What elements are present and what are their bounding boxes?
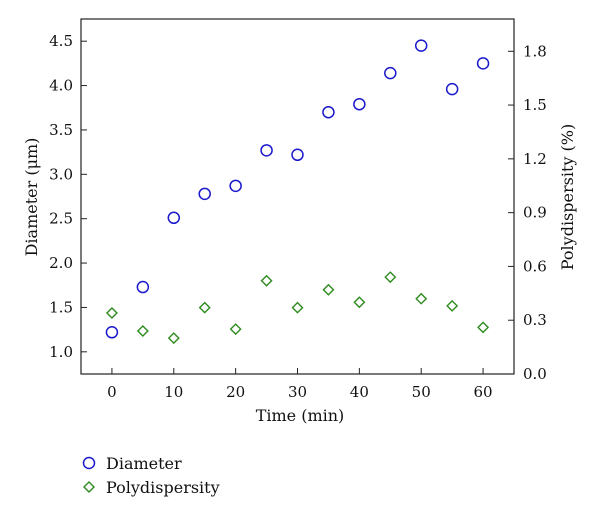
x-tick-label-3: 30 [288,383,307,401]
diameter-point-7 [322,105,335,119]
right-y-tick-label-5: 1.5 [523,96,547,114]
left-y-tick-label-4: 3.0 [49,165,73,183]
right-y-tick-label-0: 0.0 [523,365,547,383]
diameter-point-3 [198,187,211,201]
diameter-point-4 [229,179,242,193]
left-y-tick-label-0: 1.0 [49,343,73,361]
polydispersity-point-7 [322,283,335,296]
polydispersity-point-6 [291,301,304,314]
polydispersity-point-8 [353,296,366,309]
left-y-tick-label-6: 4.0 [49,77,73,95]
polydispersity-point-4 [229,323,242,336]
right-y-axis-ticks: 0.0 0.3 0.6 0.9 1.2 1.5 1.8 [508,42,547,383]
diameter-point-6 [291,148,304,162]
left-y-tick-label-1: 1.5 [49,298,73,316]
x-tick-label-6: 60 [474,383,493,401]
left-y-tick-label-7: 4.5 [49,32,73,50]
legend-polydispersity-marker [83,481,95,493]
data-points [105,39,490,345]
x-tick-label-4: 40 [350,383,369,401]
right-y-tick-label-1: 0.3 [523,311,547,329]
plot-frame [80,18,515,375]
legend: Diameter Polydispersity [82,454,220,497]
right-y-tick-label-3: 0.9 [523,204,547,222]
polydispersity-point-3 [198,301,211,314]
right-y-tick-label-2: 0.6 [523,257,547,275]
polydispersity-point-11 [446,299,459,312]
polydispersity-point-12 [477,321,490,334]
diameter-point-0 [105,326,119,339]
x-tick-label-2: 20 [226,383,245,401]
right-y-tick-label-4: 1.2 [523,150,547,168]
x-tick-label-5: 50 [412,383,431,401]
polydispersity-point-9 [384,271,397,284]
legend-polydispersity-label: Polydispersity [106,478,220,497]
diameter-point-10 [414,39,428,52]
polydispersity-point-0 [105,307,118,320]
diameter-point-5 [260,144,273,157]
right-y-axis-title: Polydispersity (%) [558,124,577,270]
diameter-point-1 [136,280,150,294]
left-y-axis-title: Diameter (μm) [22,138,41,257]
x-axis-ticks: 0 10 20 30 40 50 60 [107,368,493,401]
left-y-tick-label-3: 2.5 [49,210,73,228]
legend-diameter-label: Diameter [106,454,182,473]
diameter-point-9 [384,66,397,80]
diameter-point-11 [445,82,459,96]
diameter-point-8 [353,97,366,111]
diameter-point-2 [167,211,181,225]
x-tick-label-0: 0 [107,383,117,401]
left-y-axis-ticks: 1.0 1.5 2.0 2.5 3.0 3.5 4.0 4.5 [49,32,87,361]
left-y-tick-label-5: 3.5 [49,121,73,139]
right-y-tick-label-6: 1.8 [523,42,547,60]
polydispersity-point-10 [415,292,428,305]
x-tick-label-1: 10 [164,383,183,401]
x-axis-title: Time (min) [256,406,345,425]
polydispersity-point-5 [260,274,273,287]
legend-diameter-marker [82,456,96,470]
polydispersity-point-2 [167,332,180,345]
polydispersity-point-1 [136,324,149,337]
diameter-point-12 [476,57,490,70]
left-y-tick-label-2: 2.0 [49,254,73,272]
